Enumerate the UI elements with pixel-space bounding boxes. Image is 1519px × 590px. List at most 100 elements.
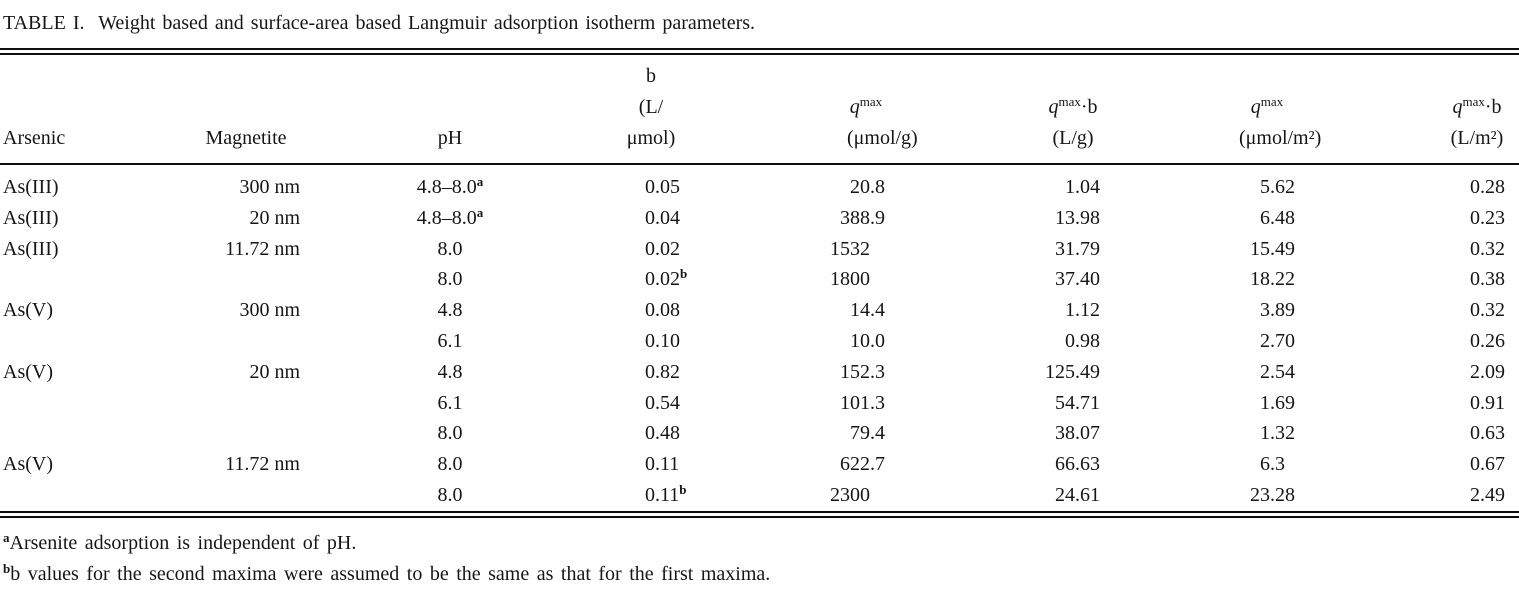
table-cell: 20.8 [850,176,885,198]
bottom-double-rule [0,510,1519,518]
table-cell: As(V) [3,360,53,383]
table-cell: 6.3 [1260,453,1285,476]
table-cell: 14.4 [850,299,885,322]
table-cell [0,264,150,295]
column-header-magnetite: Magnetite [150,55,300,165]
footnote-text: Arsenite adsorption is independent of pH… [9,531,357,554]
table-row: 8.0 0.48 79.4 38.07 1.32 0.63 [0,418,1519,449]
table-cell: As(V) [3,453,53,476]
table-cell: 0.05 [645,176,680,198]
table-row: 6.1 0.10 10.0 0.98 2.70 0.26 [0,326,1519,357]
table-cell: 622.7 [840,453,885,476]
column-symbol: qmax [1250,94,1284,118]
table-cell: 13.98 [1055,206,1100,229]
footnote-a: aArsenite adsorption is independent of p… [3,528,1519,559]
table-cell: As(III) [3,176,59,198]
column-header-qmax-area: qmax (μmol/m²) [1100,55,1321,165]
table-cell: 6.1 [437,391,463,414]
table-cell: 4.8–8.0a [416,204,484,229]
table-cell: As(III) [3,206,59,229]
table-row: As(V) 300 nm 4.8 0.08 14.4 1.12 3.89 0.32 [0,295,1519,326]
table-cell: 8.0 [437,268,463,291]
table-cell: 0.28 [1470,176,1505,198]
column-header-ph: pH [300,55,600,165]
table-cell: 11.72 nm [225,453,300,476]
table-cell: 0.48 [645,422,680,445]
table-cell: 54.71 [1055,391,1100,414]
table-cell: 388.9 [840,206,885,229]
table-cell: 0.32 [1470,237,1505,260]
table-cell: 4.8 [437,299,463,322]
table-cell: 0.10 [645,329,680,352]
table-cell: 24.61 [1055,483,1100,506]
table-cell: 2.09 [1470,360,1505,383]
table-cell: 0.38 [1470,268,1505,291]
table-body: As(III) 300 nm 4.8–8.0a 0.05 20.8 1.04 5.62 0.2… [0,164,1519,511]
table-row: As(V) 11.72 nm 8.0 0.11 622.7 66.63 6.3 0.67 [0,449,1519,480]
table-cell: 2.70 [1260,329,1295,352]
column-symbol: qmax·b [1048,94,1098,118]
table-row: 6.1 0.54 101.3 54.71 1.69 0.91 [0,388,1519,419]
table-caption: TABLE I. Weight based and surface-area b… [3,12,756,34]
table-cell: 2.49 [1470,483,1505,506]
table-cell: 8.0 [437,237,463,260]
table-cell: 0.32 [1470,299,1505,322]
table-cell [0,326,150,357]
table-cell: 0.08 [645,299,680,322]
column-header-qmaxb-area: qmax·b (L/m²) [1295,55,1519,165]
table-cell: 37.40 [1055,268,1100,291]
footnote-marker: b [3,560,11,576]
table-row: 8.0 0.02b 1800 37.40 18.22 0.38 [0,264,1519,295]
table-cell: 0.67 [1470,453,1505,476]
table-cell: 0.98 [1065,329,1100,352]
table-cell: 300 nm [239,176,300,198]
table-cell: 8.0 [437,422,463,445]
table-cell: 0.02b [645,266,688,291]
column-header-b: b (L/μmol) [600,55,680,165]
table-cell: 0.26 [1470,329,1505,352]
table-cell: 0.02 [645,237,680,260]
top-double-rule [0,48,1519,55]
table-cell: 101.3 [840,391,885,414]
table-cell: 300 nm [239,299,300,322]
table-cell: 8.0 [437,483,463,506]
header-row: Arsenic Magnetite pH b (L/μmol) qmax (μm… [0,55,1519,165]
table-cell: 4.8–8.0a [416,174,484,198]
table-cell [150,480,300,511]
table-cell: 0.63 [1470,422,1505,445]
column-unit: (L/μmol) [626,96,676,149]
table-cell: 1.04 [1065,176,1100,198]
footnote-text: b values for the second maxima were assu… [10,562,771,585]
table-cell: 6.1 [437,329,463,352]
table-cell: 125.49 [1045,360,1100,383]
column-header-qmax-weight: qmax (μmol/g) [680,55,918,165]
table-cell: 1800 [830,268,870,291]
column-symbol: b [646,65,656,87]
table-cell [0,418,150,449]
table-cell: 0.11 [645,453,680,476]
column-label: Magnetite [205,127,287,149]
table-cell [150,264,300,295]
column-header-qmaxb-weight: qmax·b (L/g) [885,55,1100,165]
column-header-arsenic: Arsenic [0,55,150,165]
data-table: Arsenic Magnetite pH b (L/μmol) qmax (μm… [0,55,1519,511]
column-unit: (μmol/g) [847,127,918,149]
table-cell: 8.0 [437,453,463,476]
table-cell: 79.4 [850,422,885,445]
table-cell: 2300 [830,483,870,506]
table-cell: 0.82 [645,360,680,383]
table-cell: 2.54 [1260,360,1295,383]
table-cell: As(V) [3,299,53,322]
table-cell: 31.79 [1055,237,1100,260]
table-cell: 10.0 [850,329,885,352]
table-row: 8.0 0.11b 2300 24.61 23.28 2.49 [0,480,1519,511]
table-cell: 0.23 [1470,206,1505,229]
table-cell [0,480,150,511]
table-cell: 3.89 [1260,299,1295,322]
column-label: Arsenic [3,127,66,149]
table-cell: 0.91 [1470,391,1505,414]
table-row: As(V) 20 nm 4.8 0.82 152.3 125.49 2.54 2.09 [0,357,1519,388]
column-unit: (L/m²) [1450,127,1504,149]
table-cell: 11.72 nm [225,237,300,260]
table-cell: 0.54 [645,391,680,414]
